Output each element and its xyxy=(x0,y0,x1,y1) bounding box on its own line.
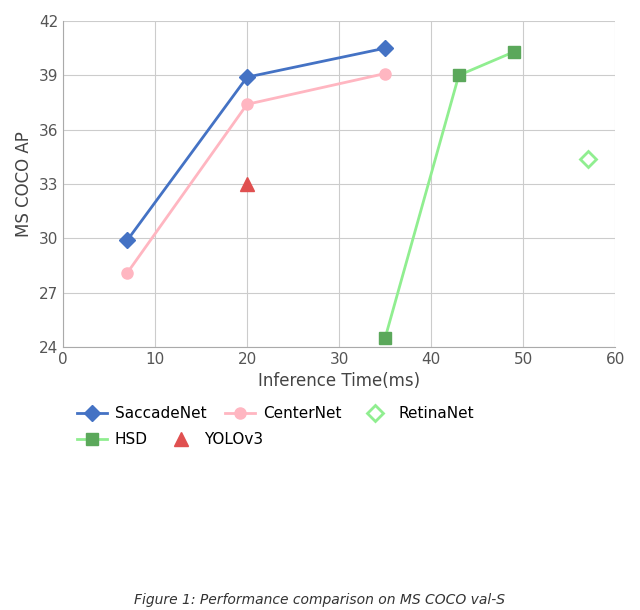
Legend: HSD, YOLOv3: HSD, YOLOv3 xyxy=(70,426,269,454)
Y-axis label: MS COCO AP: MS COCO AP xyxy=(15,131,33,237)
X-axis label: Inference Time(ms): Inference Time(ms) xyxy=(258,373,420,390)
Text: Figure 1: Performance comparison on MS COCO val-S: Figure 1: Performance comparison on MS C… xyxy=(134,593,506,607)
